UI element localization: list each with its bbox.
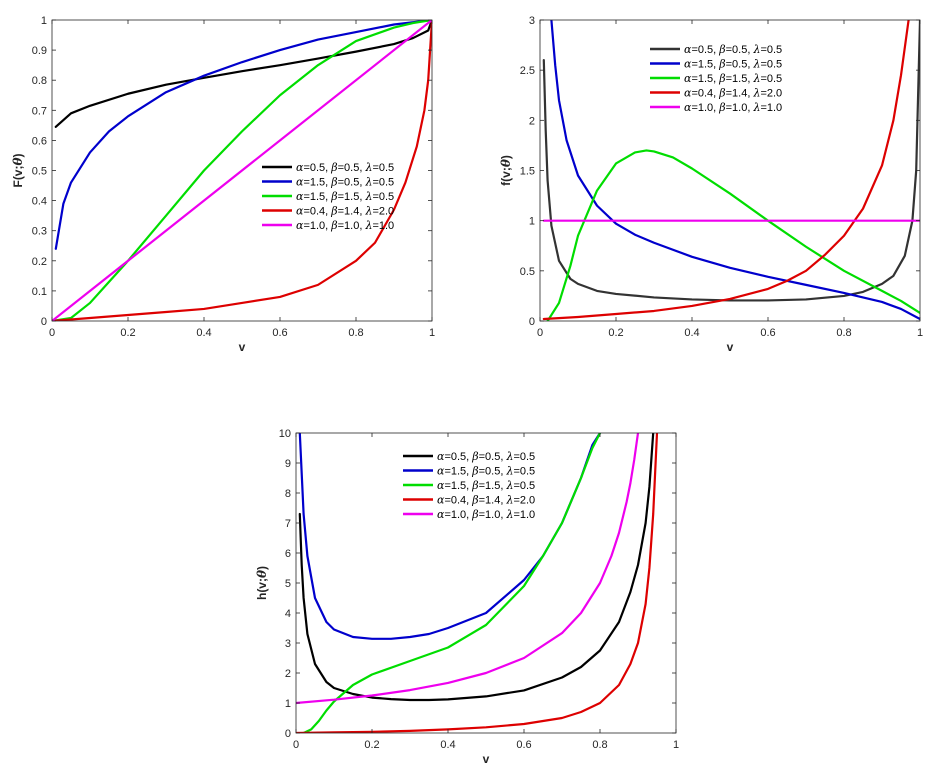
legend-entry-label: α=0.4, β=1.4, λ=2.0: [296, 205, 394, 218]
x-tick-label: 0: [293, 739, 299, 751]
y-tick-label: 0.7: [32, 105, 47, 117]
legend-entry-label: α=1.5, β=0.5, λ=0.5: [437, 465, 535, 478]
series-line-2: [550, 20, 920, 321]
y-tick-label: 1: [41, 15, 47, 27]
y-axis-label: F(v;θ): [11, 153, 25, 187]
x-tick-label: 1: [429, 327, 435, 339]
x-tick-label: 0.2: [608, 327, 623, 339]
legend-entry-label: α=0.5, β=0.5, λ=0.5: [437, 450, 535, 463]
y-tick-label: 1.5: [520, 166, 535, 178]
x-axis-label: v: [727, 340, 734, 354]
y-tick-label: 7: [285, 518, 291, 530]
y-axis-label: h(v;θ): [255, 566, 269, 600]
y-axis-label: f(v;θ): [499, 155, 513, 186]
legend-entry-label: α=0.5, β=0.5, λ=0.5: [296, 161, 394, 174]
y-tick-label: 10: [279, 428, 291, 440]
y-tick-label: 9: [285, 458, 291, 470]
x-tick-label: 0.2: [364, 739, 379, 751]
x-tick-label: 0.6: [760, 327, 775, 339]
y-tick-label: 5: [285, 578, 291, 590]
series-line-3: [546, 149, 920, 321]
x-tick-label: 0.4: [684, 327, 699, 339]
x-tick-label: 1: [917, 327, 923, 339]
x-axis-label: v: [483, 752, 490, 766]
legend: α=0.5, β=0.5, λ=0.5α=1.5, β=0.5, λ=0.5α=…: [262, 161, 394, 232]
legend: α=0.5, β=0.5, λ=0.5α=1.5, β=0.5, λ=0.5α=…: [650, 43, 782, 114]
x-tick-label: 0.8: [836, 327, 851, 339]
y-tick-label: 0.5: [520, 266, 535, 278]
series-group: [296, 433, 659, 733]
series-line-4: [542, 20, 910, 321]
x-tick-label: 0: [537, 327, 543, 339]
series-line-4: [296, 433, 659, 733]
y-tick-label: 0: [41, 316, 47, 328]
y-tick-label: 0.2: [32, 256, 47, 268]
y-tick-label: 0.9: [32, 45, 47, 57]
x-tick-label: 0.8: [592, 739, 607, 751]
y-tick-label: 2: [285, 668, 291, 680]
x-tick-label: 0.6: [272, 327, 287, 339]
y-tick-label: 3: [285, 638, 291, 650]
series-line-2: [54, 20, 432, 250]
legend-entry-label: α=0.5, β=0.5, λ=0.5: [684, 43, 782, 56]
y-tick-label: 8: [285, 488, 291, 500]
chart-f: 0 0.2 0.4 0.6 0.8 1 0 0.5 1 1.5 2 2.5 3 v f(v;θ) α=0.5,…: [499, 15, 923, 354]
x-tick-label: 0: [49, 327, 55, 339]
legend-entry-label: α=1.5, β=1.5, λ=0.5: [437, 479, 535, 492]
y-tick-label: 1: [285, 698, 291, 710]
axes-frame: [295, 432, 677, 734]
chart-h: 0 0.2 0.4 0.6 0.8 1012345678910vh(v;θ)α=0.5, …: [255, 428, 679, 766]
x-tick-label: 1: [673, 739, 679, 751]
y-tick-label: 0.8: [32, 75, 47, 87]
y-tick-label: 2.5: [520, 65, 535, 77]
legend-entry-label: α=0.4, β=1.4, λ=2.0: [684, 87, 782, 100]
legend-entry-label: α=1.5, β=1.5, λ=0.5: [684, 72, 782, 85]
series-group: [542, 20, 920, 321]
legend-entry-label: α=1.5, β=0.5, λ=0.5: [684, 58, 782, 71]
legend-entry-label: α=1.5, β=1.5, λ=0.5: [296, 190, 394, 203]
chart-F: 0 0.2 0.4 0.6 0.8 1 0 0.1 0.2 0.3 0.4 0.5 0.6 0.7 0.8 0…: [11, 15, 435, 354]
series-line-5: [52, 20, 432, 321]
series-line-5: [296, 433, 640, 705]
legend-entry-label: α=1.0, β=1.0, λ=1.0: [437, 508, 535, 521]
y-tick-label: 6: [285, 548, 291, 560]
series-line-1: [542, 20, 920, 302]
y-tick-label: 0.3: [32, 226, 47, 238]
x-axis-label: v: [239, 340, 246, 354]
x-tick-label: 0.2: [120, 327, 135, 339]
series-line-3: [52, 20, 432, 321]
legend: α=0.5, β=0.5, λ=0.5α=1.5, β=0.5, λ=0.5α=…: [403, 450, 535, 521]
legend-entry-label: α=1.0, β=1.0, λ=1.0: [684, 101, 782, 114]
y-tick-label: 2: [529, 115, 535, 127]
x-tick-label: 0.4: [196, 327, 211, 339]
y-tick-label: 3: [529, 15, 535, 27]
y-tick-label: 0: [285, 728, 291, 740]
series-group: [52, 20, 432, 321]
y-tick-label: 0: [529, 316, 535, 328]
x-tick-label: 0.8: [348, 327, 363, 339]
y-tick-label: 0.4: [32, 196, 47, 208]
x-tick-label: 0.4: [440, 739, 455, 751]
y-tick-label: 0.6: [32, 135, 47, 147]
y-tick-label: 4: [285, 608, 291, 620]
series-line-1: [298, 433, 655, 702]
legend-entry-label: α=0.4, β=1.4, λ=2.0: [437, 494, 535, 507]
series-line-3: [302, 433, 602, 733]
series-line-1: [54, 20, 432, 128]
y-tick-label: 1: [529, 216, 535, 228]
y-tick-label: 0.1: [32, 286, 47, 298]
series-line-4: [52, 20, 432, 321]
legend-entry-label: α=1.5, β=0.5, λ=0.5: [296, 176, 394, 189]
legend-entry-label: α=1.0, β=1.0, λ=1.0: [296, 219, 394, 232]
x-tick-label: 0.6: [516, 739, 531, 751]
y-tick-label: 0.5: [32, 166, 47, 178]
